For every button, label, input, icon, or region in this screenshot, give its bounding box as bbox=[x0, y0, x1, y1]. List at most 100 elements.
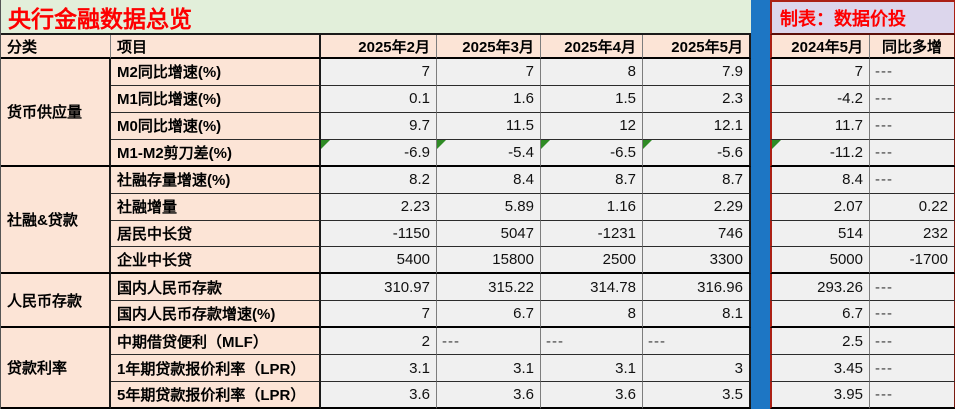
value-cell[interactable]: 2 bbox=[321, 328, 437, 356]
prev-year-value-cell[interactable]: 11.7 bbox=[770, 112, 870, 140]
yoy-increase-value-cell[interactable]: 232 bbox=[870, 220, 955, 248]
item-cell[interactable]: 社融增量 bbox=[111, 193, 321, 221]
item-cell[interactable]: 国内人民币存款 bbox=[111, 274, 321, 302]
yoy-increase-value-cell[interactable]: --- bbox=[870, 301, 955, 329]
prev-year-value-cell[interactable]: -4.2 bbox=[770, 85, 870, 113]
value-cell[interactable]: -5.6 bbox=[643, 139, 751, 167]
col-header-month-3[interactable]: 2025年4月 bbox=[541, 35, 643, 59]
value-cell[interactable]: -6.9 bbox=[321, 139, 437, 167]
value-cell[interactable]: 3.1 bbox=[321, 355, 437, 383]
value-cell[interactable]: 8.2 bbox=[321, 166, 437, 194]
value-cell[interactable]: 1.16 bbox=[541, 193, 643, 221]
item-cell[interactable]: M1-M2剪刀差(%) bbox=[111, 139, 321, 167]
value-cell[interactable]: -6.5 bbox=[541, 139, 643, 167]
col-header-item[interactable]: 项目 bbox=[111, 35, 321, 59]
value-cell[interactable]: 9.7 bbox=[321, 112, 437, 140]
item-cell[interactable]: 5年期贷款报价利率（LPR） bbox=[111, 382, 321, 409]
value-cell[interactable]: 310.97 bbox=[321, 274, 437, 302]
value-cell[interactable]: 8.4 bbox=[437, 166, 541, 194]
value-cell[interactable]: 7.9 bbox=[643, 59, 751, 86]
prev-year-value-cell[interactable]: 6.7 bbox=[770, 301, 870, 329]
value-cell[interactable]: -5.4 bbox=[437, 139, 541, 167]
item-cell[interactable]: 企业中长贷 bbox=[111, 247, 321, 275]
value-cell[interactable]: 5047 bbox=[437, 220, 541, 248]
yoy-increase-value-cell[interactable]: --- bbox=[870, 139, 955, 167]
value-cell[interactable]: 12 bbox=[541, 112, 643, 140]
category-cell[interactable]: 货币供应量 bbox=[1, 59, 111, 167]
prev-year-value-cell[interactable]: 8.4 bbox=[770, 166, 870, 194]
value-cell[interactable]: 3.6 bbox=[321, 382, 437, 409]
value-cell[interactable]: 15800 bbox=[437, 247, 541, 275]
value-cell[interactable]: 315.22 bbox=[437, 274, 541, 302]
value-cell[interactable]: 8.7 bbox=[541, 166, 643, 194]
value-cell[interactable]: 11.5 bbox=[437, 112, 541, 140]
yoy-increase-value-cell[interactable]: --- bbox=[870, 112, 955, 140]
value-cell[interactable]: --- bbox=[643, 328, 751, 356]
yoy-increase-value-cell[interactable]: --- bbox=[870, 382, 955, 409]
value-cell[interactable]: 746 bbox=[643, 220, 751, 248]
prev-year-value-cell[interactable]: 3.45 bbox=[770, 355, 870, 383]
item-cell[interactable]: 1年期贷款报价利率（LPR） bbox=[111, 355, 321, 383]
value-cell[interactable]: -1150 bbox=[321, 220, 437, 248]
item-cell[interactable]: 中期借贷便利（MLF） bbox=[111, 328, 321, 356]
yoy-increase-value-cell[interactable]: --- bbox=[870, 274, 955, 302]
value-cell[interactable]: 8 bbox=[541, 59, 643, 86]
prev-year-value-cell[interactable]: 2.5 bbox=[770, 328, 870, 356]
col-header-category[interactable]: 分类 bbox=[1, 35, 111, 59]
yoy-increase-value-cell[interactable]: 0.22 bbox=[870, 193, 955, 221]
col-header-month-1[interactable]: 2025年2月 bbox=[321, 35, 437, 59]
yoy-increase-value-cell[interactable]: --- bbox=[870, 85, 955, 113]
yoy-increase-value-cell[interactable]: --- bbox=[870, 166, 955, 194]
value-cell[interactable]: 7 bbox=[437, 59, 541, 86]
prev-year-value-cell[interactable]: 5000 bbox=[770, 247, 870, 275]
value-cell[interactable]: 1.5 bbox=[541, 85, 643, 113]
value-cell[interactable]: 2.3 bbox=[643, 85, 751, 113]
yoy-increase-value-cell[interactable]: --- bbox=[870, 328, 955, 356]
value-cell[interactable]: 7 bbox=[321, 59, 437, 86]
value-cell[interactable]: 3.1 bbox=[437, 355, 541, 383]
value-cell[interactable]: 3 bbox=[643, 355, 751, 383]
col-header-prev-year[interactable]: 2024年5月 bbox=[770, 35, 870, 59]
prev-year-value-cell[interactable]: 2.07 bbox=[770, 193, 870, 221]
value-cell[interactable]: 5.89 bbox=[437, 193, 541, 221]
col-header-yoy-increase[interactable]: 同比多增 bbox=[870, 35, 955, 59]
value-cell[interactable]: 3.1 bbox=[541, 355, 643, 383]
prev-year-value-cell[interactable]: 3.95 bbox=[770, 382, 870, 409]
value-cell[interactable]: 8.1 bbox=[643, 301, 751, 329]
value-cell[interactable]: 12.1 bbox=[643, 112, 751, 140]
value-cell[interactable]: 0.1 bbox=[321, 85, 437, 113]
value-cell[interactable]: 2500 bbox=[541, 247, 643, 275]
category-cell[interactable]: 社融&贷款 bbox=[1, 166, 111, 275]
value-cell[interactable]: --- bbox=[437, 328, 541, 356]
item-cell[interactable]: 社融存量增速(%) bbox=[111, 166, 321, 194]
yoy-increase-value-cell[interactable]: -1700 bbox=[870, 247, 955, 275]
value-cell[interactable]: 8.7 bbox=[643, 166, 751, 194]
item-cell[interactable]: M2同比增速(%) bbox=[111, 59, 321, 86]
value-cell[interactable]: -1231 bbox=[541, 220, 643, 248]
value-cell[interactable]: 1.6 bbox=[437, 85, 541, 113]
value-cell[interactable]: 2.29 bbox=[643, 193, 751, 221]
category-cell[interactable]: 贷款利率 bbox=[1, 328, 111, 409]
item-cell[interactable]: 国内人民币存款增速(%) bbox=[111, 301, 321, 329]
category-cell[interactable]: 人民币存款 bbox=[1, 274, 111, 329]
col-header-month-4[interactable]: 2025年5月 bbox=[643, 35, 751, 59]
value-cell[interactable]: 7 bbox=[321, 301, 437, 329]
value-cell[interactable]: 3.6 bbox=[541, 382, 643, 409]
value-cell[interactable]: 3.6 bbox=[437, 382, 541, 409]
item-cell[interactable]: M0同比增速(%) bbox=[111, 112, 321, 140]
value-cell[interactable]: 316.96 bbox=[643, 274, 751, 302]
col-header-month-2[interactable]: 2025年3月 bbox=[437, 35, 541, 59]
item-cell[interactable]: 居民中长贷 bbox=[111, 220, 321, 248]
value-cell[interactable]: 3.5 bbox=[643, 382, 751, 409]
value-cell[interactable]: 2.23 bbox=[321, 193, 437, 221]
value-cell[interactable]: 314.78 bbox=[541, 274, 643, 302]
prev-year-value-cell[interactable]: 293.26 bbox=[770, 274, 870, 302]
value-cell[interactable]: 3300 bbox=[643, 247, 751, 275]
yoy-increase-value-cell[interactable]: --- bbox=[870, 59, 955, 86]
prev-year-value-cell[interactable]: 514 bbox=[770, 220, 870, 248]
value-cell[interactable]: 5400 bbox=[321, 247, 437, 275]
value-cell[interactable]: 6.7 bbox=[437, 301, 541, 329]
value-cell[interactable]: 8 bbox=[541, 301, 643, 329]
prev-year-value-cell[interactable]: 7 bbox=[770, 59, 870, 86]
prev-year-value-cell[interactable]: -11.2 bbox=[770, 139, 870, 167]
